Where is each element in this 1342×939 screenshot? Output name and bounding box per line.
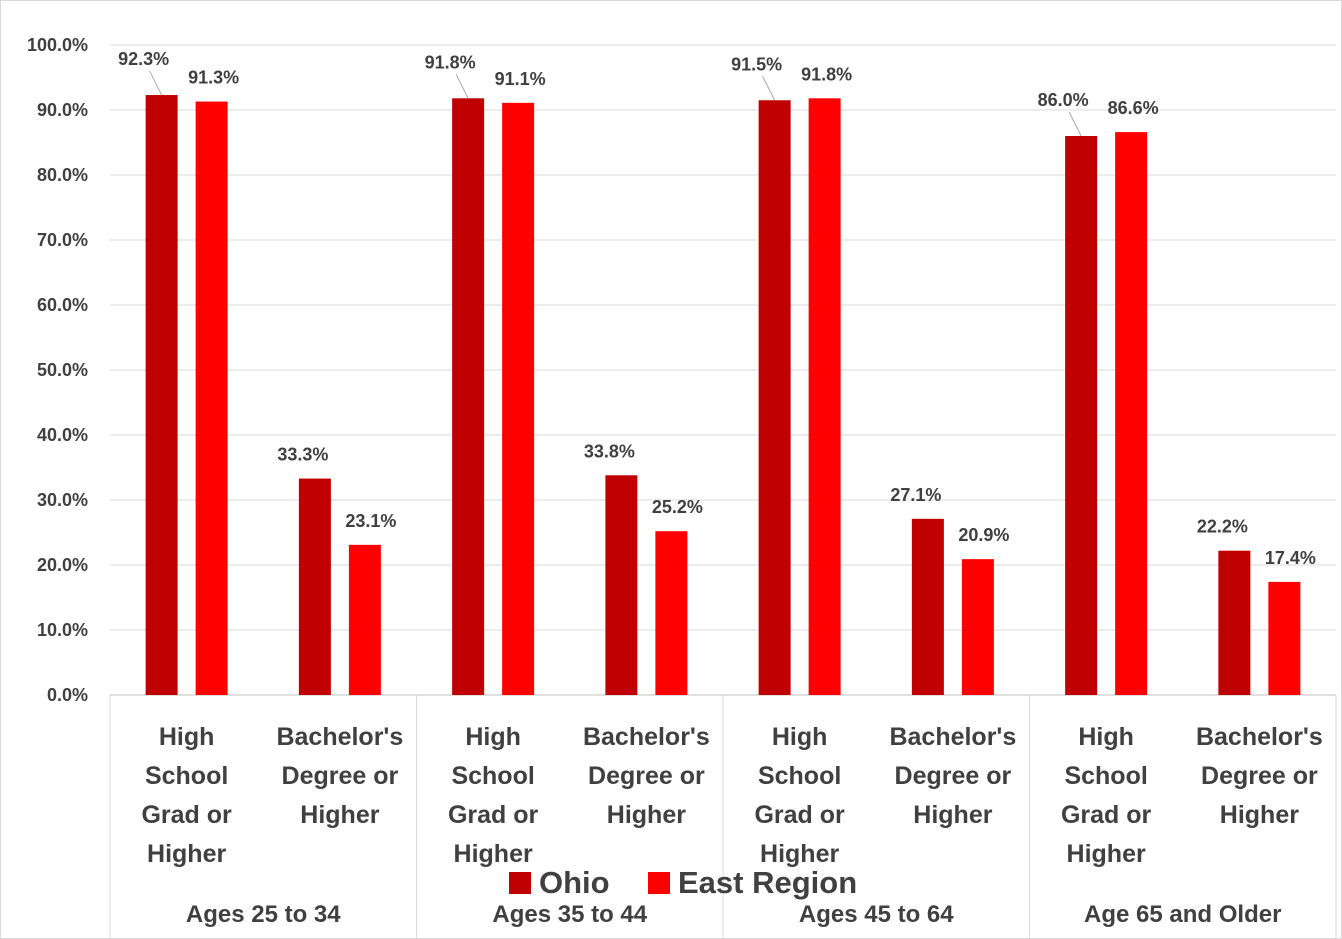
category-label: School [451,762,534,790]
category-label: School [145,762,228,790]
category-label: Higher [607,801,686,829]
y-tick-label: 0.0% [47,685,88,705]
category-label: Bachelor's [889,723,1016,751]
bar-ohio [452,98,485,696]
data-label-ohio: 91.8% [425,52,476,72]
data-label-east-region: 20.9% [958,525,1009,545]
group-label: Ages 45 to 64 [799,901,954,928]
y-tick-label: 20.0% [37,555,88,575]
data-label-ohio: 91.5% [731,54,782,74]
leader-line [762,76,776,101]
y-tick-label: 50.0% [37,360,88,380]
data-label-east-region: 86.6% [1108,98,1159,118]
data-label-east-region: 23.1% [345,511,396,531]
y-tick-label: 90.0% [37,100,88,120]
group-label: Ages 35 to 44 [492,901,647,928]
data-label-east-region: 91.8% [801,64,852,84]
category-label: Degree or [1201,762,1318,790]
category-label: Higher [300,801,379,829]
data-label-ohio: 27.1% [890,485,941,505]
leader-line [1068,111,1082,137]
legend-label-ohio: Ohio [539,865,610,900]
category-label: Higher [913,801,992,829]
category-label: Higher [1220,801,1299,829]
category-label: Degree or [282,762,399,790]
bar-ohio [1065,136,1098,695]
data-label-ohio: 33.8% [584,441,635,461]
category-label: High [772,723,828,751]
bar-ohio [758,100,791,695]
data-label-east-region: 91.3% [188,68,239,88]
category-label: Degree or [588,762,705,790]
data-label-east-region: 25.2% [652,497,703,517]
category-label: School [758,762,841,790]
leader-line [149,70,163,96]
category-label: Bachelor's [1196,723,1323,751]
bar-ohio [298,478,331,695]
bar-east-region [655,531,688,695]
bar-east-region [348,544,381,695]
category-label: High [465,723,521,751]
y-tick-label: 70.0% [37,230,88,250]
data-label-ohio: 92.3% [118,49,169,69]
category-label: Grad or [1061,801,1152,829]
legend-label-east-region: East Region [678,865,857,900]
y-tick-label: 40.0% [37,425,88,445]
group-label: Ages 25 to 34 [186,901,341,928]
y-tick-label: 60.0% [37,295,88,315]
legend-swatch-east-region [648,872,670,894]
bar-ohio [145,95,178,696]
data-label-ohio: 86.0% [1038,90,1089,110]
x-axis: High School Grad or Higher Bachelor's Degree … [109,695,1337,939]
bar-ohio [605,475,638,695]
y-tick-label: 10.0% [37,620,88,640]
category-label: Higher [147,840,226,868]
bar-ohio [1218,550,1251,695]
bars [145,95,1301,696]
y-tick-label: 100.0% [27,35,88,55]
group-label: Age 65 and Older [1084,901,1281,928]
data-label-ohio: 22.2% [1197,517,1248,537]
category-label: High [1078,723,1134,751]
category-label: School [1064,762,1147,790]
category-label: Bachelor's [276,723,403,751]
legend: Ohio East Region [509,865,857,900]
y-tick-label: 80.0% [37,165,88,185]
data-labels: 92.3% 91.3% 33.3% 23.1% 91.8% 91.1% 33.8% 25.2%… [118,49,1316,568]
bar-east-region [1268,581,1301,695]
bar-east-region [195,101,228,696]
bar-ohio [911,518,944,695]
bar-east-region [1115,132,1148,696]
leader-lines [149,70,1082,137]
bar-east-region [502,102,535,696]
data-label-ohio: 33.3% [277,445,328,465]
y-axis: 0.0% 10.0% 20.0% 30.0% 40.0% 50.0% 60.0% 70.0% 8… [27,35,88,705]
category-label: Grad or [448,801,539,829]
bar-east-region [961,559,994,695]
data-label-east-region: 17.4% [1265,548,1316,568]
leader-line [455,74,469,99]
legend-swatch-ohio [509,872,531,894]
category-label: High [159,723,215,751]
y-tick-label: 30.0% [37,490,88,510]
bar-east-region [808,98,841,696]
category-label: Higher [1067,840,1146,868]
category-label: Grad or [141,801,232,829]
category-label: Grad or [754,801,845,829]
category-label: Higher [454,840,533,868]
category-label: Degree or [895,762,1012,790]
category-label: Higher [760,840,839,868]
category-label: Bachelor's [583,723,710,751]
data-label-east-region: 91.1% [495,69,546,89]
